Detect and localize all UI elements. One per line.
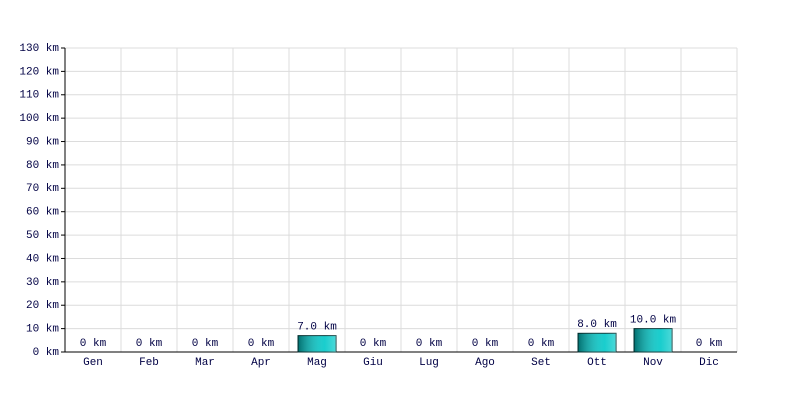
value-label: 7.0 km [297, 322, 337, 334]
y-tick-label: 110 km [19, 90, 59, 102]
y-tick-label: 70 km [26, 183, 59, 195]
x-tick-label: Ago [475, 357, 495, 369]
y-tick-label: 10 km [26, 324, 59, 336]
y-tick-label: 130 km [19, 43, 59, 55]
x-tick-label: Gen [83, 357, 103, 369]
x-tick-label: Giu [363, 357, 383, 369]
x-tick-label: Nov [643, 357, 663, 369]
bar-shade [634, 328, 672, 352]
y-tick-label: 50 km [26, 230, 59, 242]
x-tick-label: Mag [307, 357, 327, 369]
y-tick-label: 60 km [26, 207, 59, 219]
x-tick-label: Apr [251, 357, 271, 369]
bar-shade [298, 335, 336, 352]
value-label: 0 km [192, 338, 219, 350]
y-tick-label: 40 km [26, 253, 59, 265]
x-tick-label: Feb [139, 357, 159, 369]
bar-shade [578, 333, 616, 352]
y-tick-label: 30 km [26, 277, 59, 289]
y-tick-label: 80 km [26, 160, 59, 172]
value-label: 0 km [136, 338, 163, 350]
value-label: 0 km [528, 338, 555, 350]
y-tick-label: 120 km [19, 66, 59, 78]
y-tick-label: 90 km [26, 136, 59, 148]
value-label: 10.0 km [630, 315, 677, 327]
y-tick-label: 0 km [33, 347, 60, 359]
value-label: 0 km [696, 338, 723, 350]
x-tick-label: Set [531, 357, 551, 369]
x-tick-label: Dic [699, 357, 719, 369]
x-tick-label: Ott [587, 357, 607, 369]
value-label: 8.0 km [577, 319, 617, 331]
x-tick-label: Lug [419, 357, 439, 369]
value-label: 0 km [416, 338, 443, 350]
value-label: 0 km [80, 338, 107, 350]
x-tick-label: Mar [195, 357, 215, 369]
y-tick-label: 100 km [19, 113, 59, 125]
value-label: 0 km [360, 338, 387, 350]
value-label: 0 km [248, 338, 275, 350]
value-label: 0 km [472, 338, 499, 350]
y-tick-label: 20 km [26, 300, 59, 312]
